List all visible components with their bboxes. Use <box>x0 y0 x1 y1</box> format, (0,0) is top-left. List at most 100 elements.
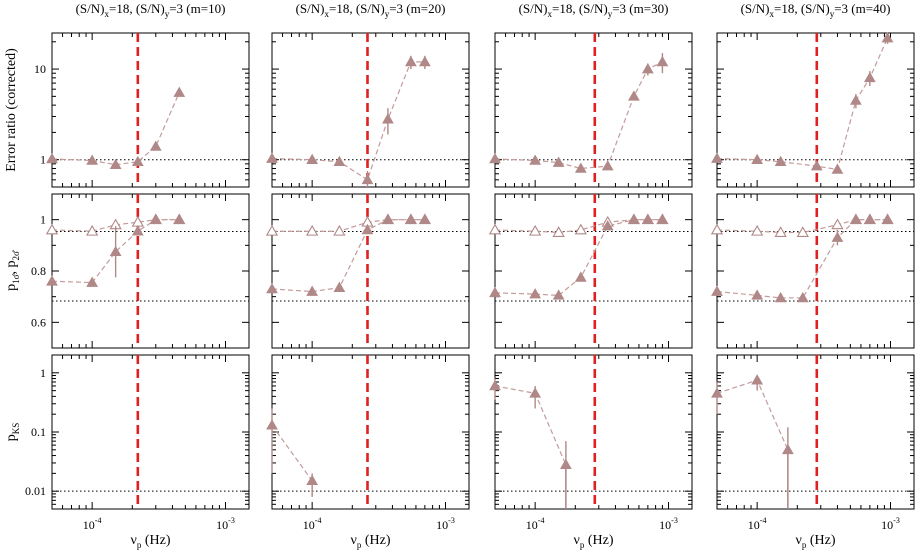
p1sigma-marker <box>751 289 764 300</box>
error-ratio-marker <box>774 155 787 167</box>
p2sigma-line <box>272 219 425 232</box>
y-tick-label: 0.1 <box>31 425 46 439</box>
error-ratio-marker <box>86 154 99 165</box>
panel-coverage-col2 <box>271 193 470 349</box>
error-ratio-marker <box>266 152 278 163</box>
p1sigma-marker <box>109 245 122 257</box>
error-ratio-marker <box>552 156 565 167</box>
p1sigma-marker <box>404 213 417 224</box>
series-line <box>51 92 180 166</box>
panel-coverage-col3 <box>494 193 693 349</box>
y-tick-label: 10 <box>34 62 46 76</box>
error-ratio-marker <box>173 86 186 97</box>
panel-frame <box>271 32 470 188</box>
p1sigma-marker <box>266 282 278 294</box>
panel-frame <box>271 354 470 510</box>
p1sigma-marker <box>173 213 186 224</box>
p1sigma-marker <box>831 231 844 242</box>
p1sigma-marker <box>796 291 809 303</box>
error-ratio-marker <box>382 113 394 124</box>
p1sigma-line <box>51 219 180 284</box>
x-axis-label: νp (Hz) <box>351 533 391 550</box>
column-title: (S/N)x=18, (S/N)y=3 (m=30) <box>519 1 669 19</box>
p2sigma-marker <box>831 218 844 230</box>
series-line <box>494 61 663 170</box>
pks-marker <box>711 387 723 398</box>
error-ratio-marker <box>333 155 346 167</box>
error-ratio-marker <box>149 140 162 151</box>
pks-line <box>716 379 789 451</box>
column-title: (S/N)x=18, (S/N)y=3 (m=10) <box>76 1 226 19</box>
p2sigma-line <box>51 219 180 232</box>
row-ylabel-error-ratio: Error ratio (corrected) <box>4 48 19 172</box>
panel-coverage-col4 <box>716 193 915 349</box>
y-tick-label: 0.01 <box>25 484 46 498</box>
p1sigma-marker <box>641 213 654 224</box>
p2sigma-line <box>494 219 663 234</box>
series-line <box>271 61 425 181</box>
p1sigma-marker <box>849 213 862 224</box>
p2sigma-marker <box>574 223 587 235</box>
pks-marker <box>306 474 319 486</box>
panel-frame <box>51 354 250 510</box>
p1sigma-marker <box>361 223 374 235</box>
error-ratio-marker <box>601 160 614 171</box>
x-tick-label: 10-3 <box>436 516 455 532</box>
p2sigma-marker <box>488 223 502 235</box>
error-ratio-marker <box>529 154 542 165</box>
row-ylabel-pks: pKS <box>4 423 21 442</box>
y-tick-label: 0.8 <box>31 264 46 278</box>
y-tick-label: 1 <box>40 213 46 227</box>
column-title: (S/N)x=18, (S/N)y=3 (m=20) <box>296 1 446 19</box>
error-ratio-marker <box>641 63 654 74</box>
p1sigma-marker <box>489 286 501 298</box>
p1sigma-marker <box>382 213 394 224</box>
p1sigma-marker <box>552 289 565 300</box>
p1sigma-marker <box>86 276 99 287</box>
error-ratio-marker <box>849 94 862 105</box>
series-line <box>716 37 889 171</box>
p1sigma-marker <box>529 288 542 299</box>
error-ratio-marker <box>656 55 669 67</box>
panel-ks-col4 <box>716 354 915 510</box>
p2sigma-marker <box>333 224 346 236</box>
p2sigma-marker <box>796 226 809 237</box>
x-tick-label: 10-4 <box>83 516 102 532</box>
error-ratio-marker <box>711 152 723 163</box>
p1sigma-marker <box>627 213 640 224</box>
x-tick-label: 10-3 <box>881 516 900 532</box>
p2sigma-marker <box>774 226 787 237</box>
error-ratio-marker <box>131 155 144 167</box>
p1sigma-marker <box>711 285 723 296</box>
pks-marker <box>489 379 501 391</box>
y-tick-label: 1 <box>40 153 46 167</box>
p2sigma-marker <box>750 224 764 236</box>
panel-frame <box>51 32 250 188</box>
pks-marker <box>751 374 764 385</box>
panel-coverage-col1: 0.6 0.8 1 <box>31 193 250 349</box>
p1sigma-marker <box>774 291 787 303</box>
p1sigma-marker <box>149 213 162 224</box>
p1sigma-marker <box>863 213 876 224</box>
error-ratio-marker <box>574 162 587 173</box>
p1sigma-marker <box>881 213 894 224</box>
error-ratio-marker <box>881 32 894 43</box>
p1sigma-marker <box>656 213 669 224</box>
pks-line <box>494 385 567 465</box>
x-tick-label: 10-4 <box>526 516 545 532</box>
x-tick-label: 10-4 <box>303 516 322 532</box>
column-title: (S/N)x=18, (S/N)y=3 (m=40) <box>741 1 891 19</box>
pks-line <box>271 424 313 482</box>
panel-frame <box>271 193 470 349</box>
error-ratio-marker <box>831 163 844 174</box>
p2sigma-marker <box>305 224 319 236</box>
pks-marker <box>529 387 542 398</box>
p1sigma-marker <box>574 271 587 282</box>
p1sigma-marker <box>131 225 144 236</box>
x-tick-label: 10-3 <box>216 516 235 532</box>
error-ratio-marker <box>751 153 764 165</box>
p1sigma-marker <box>46 275 58 286</box>
panel-ks-col1: 0.01 0.1 1 <box>25 354 250 510</box>
p2sigma-marker <box>45 223 59 235</box>
